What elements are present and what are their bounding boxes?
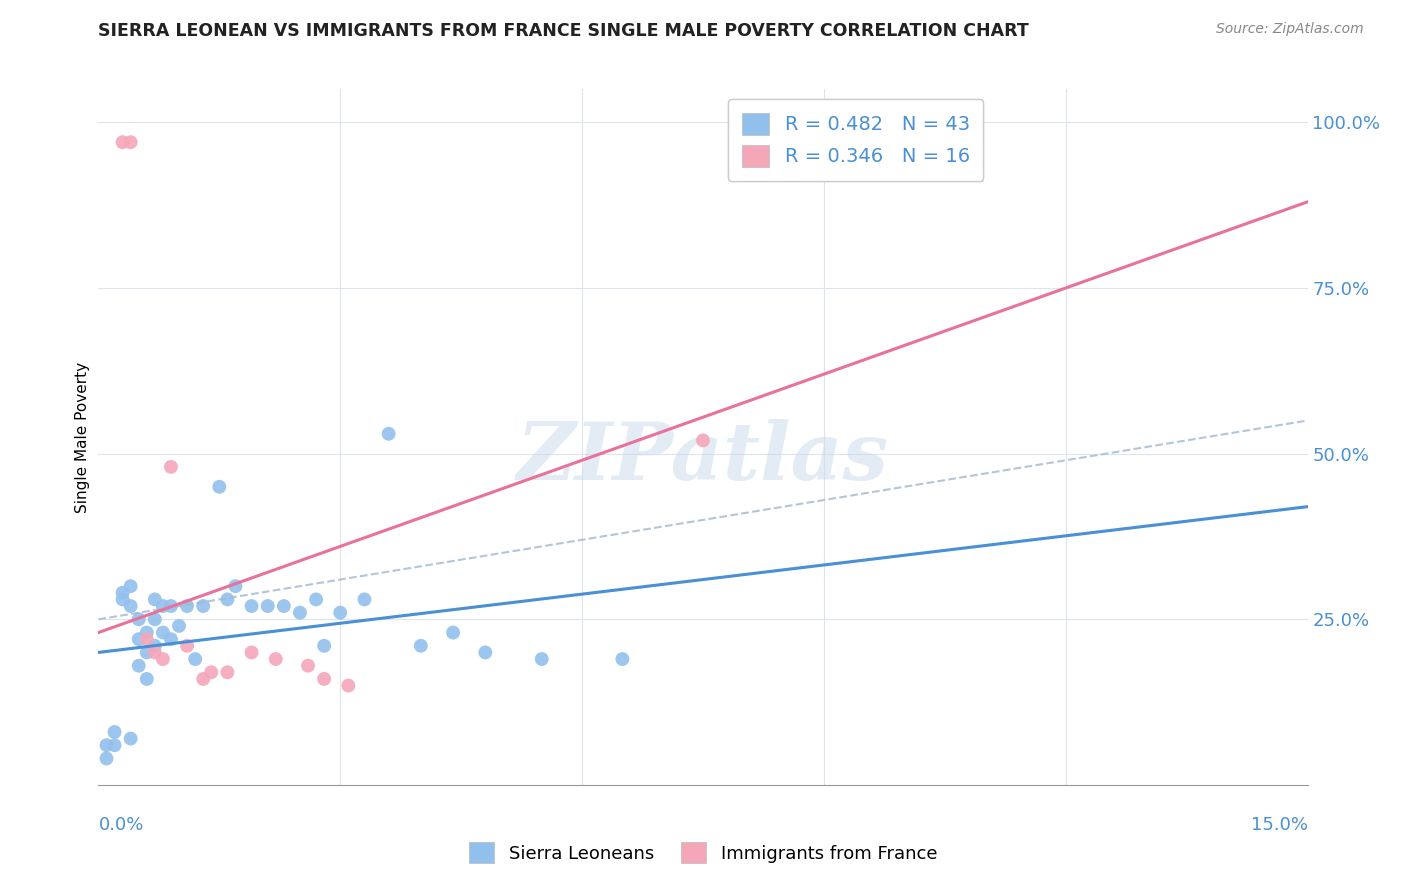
Point [337,679,360,693]
Point [200,665,222,680]
Point [441,625,464,640]
Point [329,606,352,620]
Point [160,632,183,647]
Point [409,639,432,653]
Point [314,672,336,686]
Point [240,645,263,659]
Point [152,652,174,666]
Text: SIERRA LEONEAN VS IMMIGRANTS FROM FRANCE SINGLE MALE POVERTY CORRELATION CHART: SIERRA LEONEAN VS IMMIGRANTS FROM FRANCE… [98,22,1029,40]
Point [128,658,150,673]
Point [184,652,207,666]
Point [120,579,142,593]
Point [143,645,166,659]
Point [353,592,375,607]
Point [273,599,295,613]
Point [217,665,239,680]
Point [135,672,157,686]
Text: ZIPatlas: ZIPatlas [517,419,889,497]
Point [152,599,174,613]
Point [167,619,190,633]
Point [120,135,142,149]
Point [128,612,150,626]
Point [256,599,278,613]
Point [135,632,157,647]
Point [217,592,239,607]
Point [305,592,328,607]
Point [692,434,714,448]
Point [111,135,134,149]
Point [128,632,150,647]
Point [612,652,634,666]
Y-axis label: Single Male Poverty: Single Male Poverty [75,361,90,513]
Point [193,672,215,686]
Point [103,738,125,752]
Point [160,459,183,474]
Point [135,625,157,640]
Point [152,625,174,640]
Point [224,579,246,593]
Point [240,599,263,613]
Point [208,480,231,494]
Point [314,639,336,653]
Point [120,731,142,746]
Legend: Sierra Leoneans, Immigrants from France: Sierra Leoneans, Immigrants from France [458,831,948,874]
Point [96,738,118,752]
Point [474,645,496,659]
Point [377,426,399,441]
Legend: R = 0.482   N = 43, R = 0.346   N = 16: R = 0.482 N = 43, R = 0.346 N = 16 [728,99,983,181]
Text: Source: ZipAtlas.com: Source: ZipAtlas.com [1216,22,1364,37]
Point [111,586,134,600]
Point [96,751,118,765]
Point [160,599,183,613]
Text: 0.0%: 0.0% [98,816,143,834]
Point [143,612,166,626]
Point [103,725,125,739]
Point [297,658,319,673]
Text: 15.0%: 15.0% [1250,816,1308,834]
Point [288,606,311,620]
Point [193,599,215,613]
Point [135,645,157,659]
Point [264,652,287,666]
Point [120,599,142,613]
Point [176,599,198,613]
Point [143,639,166,653]
Point [143,592,166,607]
Point [176,639,198,653]
Point [111,592,134,607]
Point [530,652,553,666]
